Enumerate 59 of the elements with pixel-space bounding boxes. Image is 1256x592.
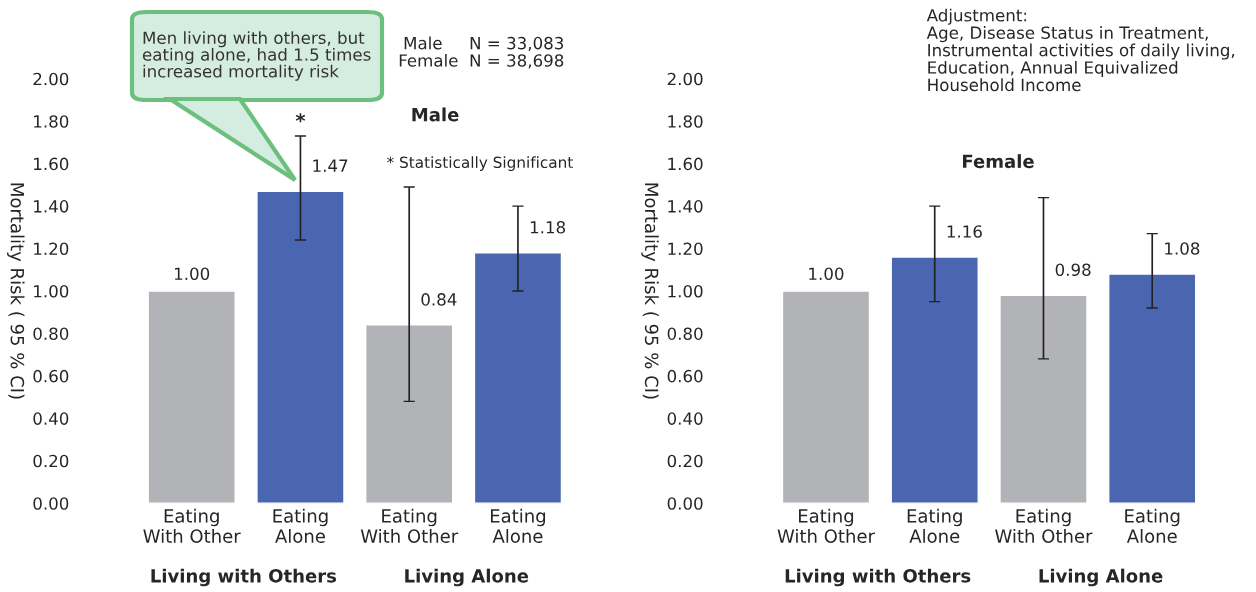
- text: Male: [412, 107, 459, 122]
- y-tick-label: 1.00: [668, 284, 703, 298]
- data-label: 1.47: [313, 159, 348, 172]
- text: Living Alone: [405, 568, 529, 587]
- y-tick-label: 1.60: [668, 157, 703, 171]
- data-label: 1.08: [1165, 242, 1200, 255]
- bar: [365, 324, 454, 504]
- y-tick-label: 1.20: [34, 242, 69, 256]
- data-label: 1.18: [530, 220, 566, 234]
- y-tick-label: 0.60: [667, 369, 703, 383]
- y-tick-label: 0.20: [667, 454, 703, 468]
- annotation: *: [295, 113, 306, 123]
- y-tick-label: 1.40: [668, 200, 703, 213]
- data-label: 0.98: [1055, 263, 1091, 277]
- y-tick-label: 1.80: [34, 115, 69, 128]
- y-tick-label: 0.00: [33, 497, 69, 510]
- y-axis-title: Mortality Risk ( 95 % CI): [641, 183, 659, 399]
- y-tick-label: 1.20: [668, 242, 703, 256]
- annotation: Adjustment: Age, Disease Status in Treatment, Instrumental activities of daily living, Education, Annual Equivalized Household Income: [926, 8, 1235, 92]
- y-tick-label: 1.80: [668, 115, 703, 128]
- y-tick-label: 0.80: [33, 327, 69, 340]
- x-tick-label: Eating With Other: [777, 508, 875, 543]
- x-tick-label: Eating Alone: [907, 508, 962, 543]
- x-tick-label: Eating With Other: [995, 508, 1093, 543]
- bar: [256, 190, 345, 504]
- bar: [781, 290, 871, 504]
- data-label: 1.16: [947, 225, 982, 238]
- y-tick-label: 1.60: [34, 157, 69, 171]
- y-tick-label: 1.00: [34, 284, 69, 298]
- y-tick-label: 2.00: [33, 72, 69, 86]
- y-tick-label: 0.40: [667, 412, 703, 425]
- y-tick-label: 2.00: [667, 72, 703, 86]
- text: Living with Others: [151, 568, 337, 587]
- text: Male N = 33,083 Female N = 38,698: [399, 36, 564, 69]
- x-tick-label: Eating Alone: [273, 508, 328, 543]
- x-tick-label: Eating Alone: [1125, 508, 1180, 543]
- annotation: Men living with others, but eating alone, had 1.5 times increased mortality risk: [142, 31, 371, 81]
- y-tick-label: 0.00: [667, 497, 703, 510]
- y-tick-label: 0.40: [33, 412, 69, 425]
- y-tick-label: 0.20: [33, 454, 69, 468]
- x-tick-label: Eating With Other: [143, 508, 241, 543]
- y-tick-label: 1.40: [34, 200, 69, 213]
- annotation: * Statistically Significant: [387, 156, 573, 172]
- data-label: 0.84: [421, 293, 457, 306]
- y-tick-label: 0.80: [667, 327, 703, 340]
- x-tick-label: Eating With Other: [360, 508, 459, 543]
- bar: [1108, 273, 1197, 504]
- text: Living with Others: [785, 568, 971, 587]
- data-label: 1.00: [174, 267, 210, 281]
- bar: [147, 290, 236, 504]
- y-axis-title: Mortality Risk ( 95 % CI): [7, 183, 25, 399]
- x-tick-label: Eating Alone: [490, 508, 546, 543]
- text: Female: [963, 154, 1034, 169]
- data-label: 1.00: [809, 267, 844, 281]
- bar: [473, 252, 563, 504]
- text: Living Alone: [1039, 568, 1163, 587]
- bar: [999, 294, 1088, 504]
- bar: [890, 256, 979, 504]
- y-tick-label: 0.60: [33, 369, 69, 383]
